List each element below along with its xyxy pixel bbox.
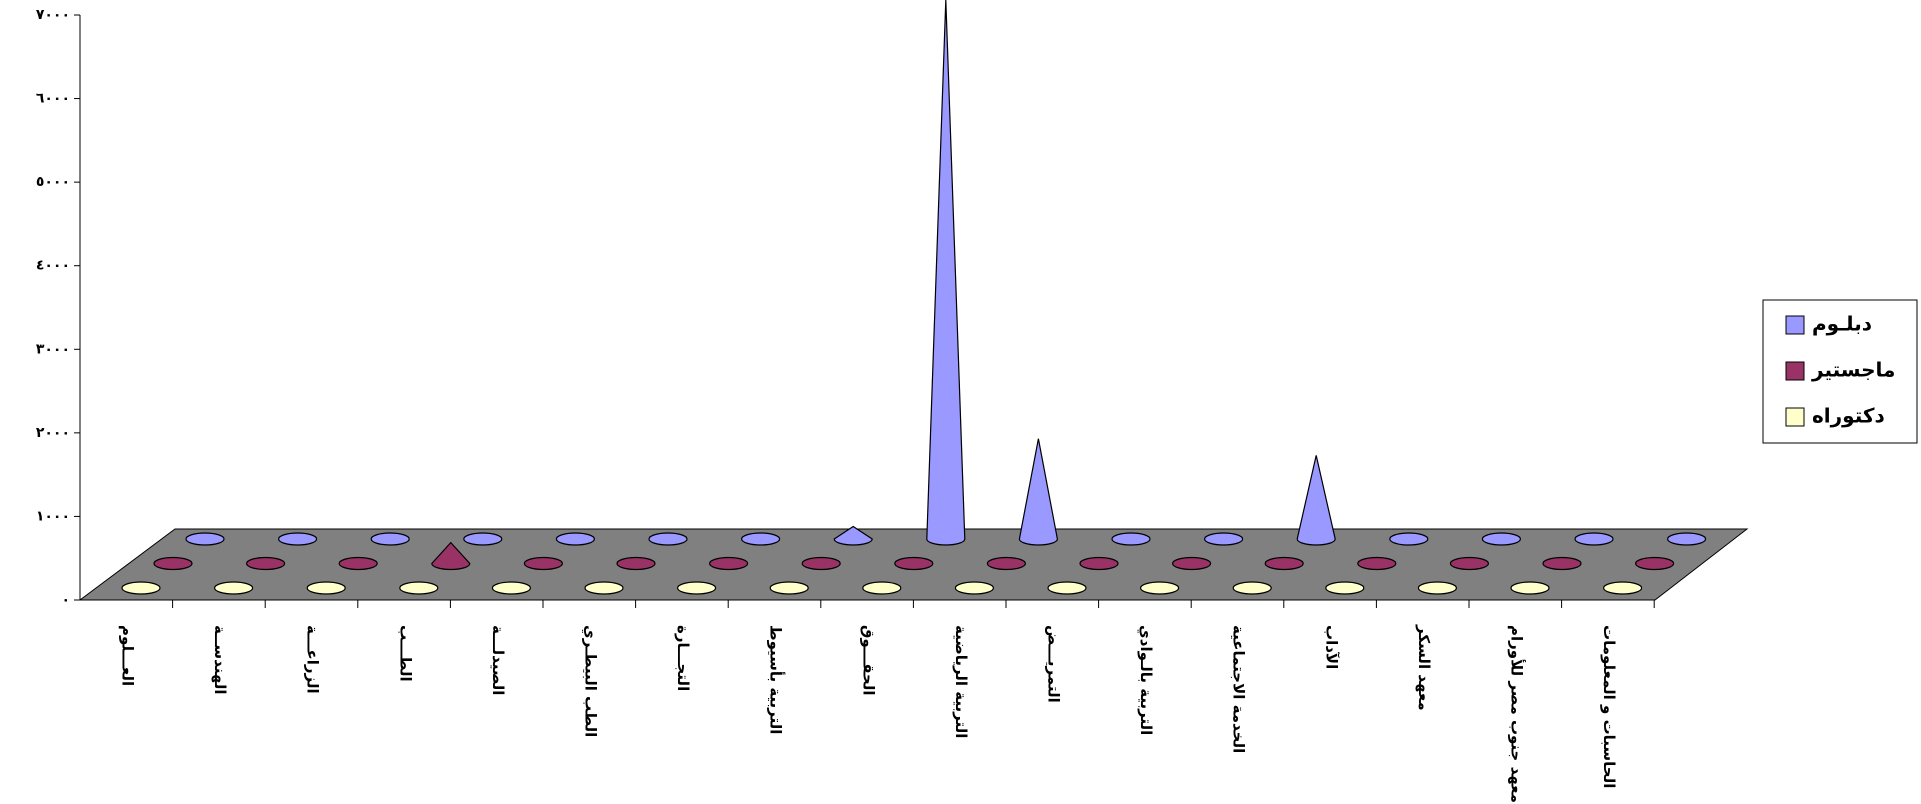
x-tick-label: التربية بالـوادي (1136, 625, 1155, 735)
y-tick-label: ٣٠٠٠ (36, 341, 70, 357)
cone (1602, 581, 1643, 595)
x-tick-label: التربية بأسيوط (767, 625, 786, 734)
cone (185, 532, 225, 546)
cone (1542, 556, 1582, 571)
x-tick-label: التمريـــض (1045, 625, 1063, 703)
y-tick-label: ٠ (61, 592, 70, 608)
y-tick-label: ٧٠٠٠ (36, 7, 70, 23)
cone (894, 556, 934, 571)
x-tick-label: الخدمة الاجتماعية (1230, 625, 1248, 753)
x-tick-label: الحاسبات و المعلومات (1600, 625, 1618, 788)
cone (954, 581, 995, 595)
cone (1139, 581, 1180, 595)
y-tick-label: ٦٠٠٠ (36, 91, 70, 107)
cone (1357, 556, 1397, 571)
cone (306, 581, 346, 595)
cone (1232, 581, 1272, 595)
cone (278, 532, 318, 546)
x-tick-label: الزراعـــة (304, 625, 322, 694)
cone (431, 541, 471, 571)
cone (1264, 556, 1304, 571)
cone (1079, 556, 1119, 571)
legend-swatch (1785, 315, 1805, 335)
legend-label: ماجستير (1811, 358, 1895, 382)
cone (246, 556, 286, 571)
cone (1574, 532, 1614, 546)
legend-label: دكتوراه (1812, 404, 1885, 428)
cone (491, 581, 531, 595)
cone (1018, 438, 1059, 546)
cone (555, 532, 596, 546)
cone (121, 581, 161, 595)
cone (801, 556, 841, 571)
x-tick-label: التجـــارة (674, 625, 692, 691)
cone (523, 556, 564, 571)
cone (399, 581, 439, 595)
y-tick-label: ٤٠٠٠ (36, 258, 70, 274)
cone (1389, 532, 1429, 546)
cone (648, 532, 688, 546)
cone (1449, 556, 1490, 571)
cone (1171, 556, 1212, 571)
legend-label: دبلـوم (1812, 312, 1872, 336)
cone (926, 0, 966, 546)
cone (584, 581, 624, 595)
cone (1510, 581, 1550, 595)
cone (1047, 581, 1087, 595)
cone (1111, 532, 1151, 546)
cone (370, 532, 410, 546)
cone (214, 581, 254, 595)
x-tick-label: الصيدلـــة (489, 625, 507, 695)
cone (740, 532, 781, 546)
legend-swatch (1785, 407, 1805, 427)
cone (1634, 556, 1675, 571)
y-tick-label: ٢٠٠٠ (36, 425, 70, 441)
x-tick-label: الطـــب (396, 625, 414, 682)
x-tick-label: العـــلوم (119, 625, 137, 686)
x-tick-label: معهد جنوب مصر للأورام (1508, 625, 1526, 803)
cone (862, 581, 902, 595)
cone (676, 581, 717, 595)
cone (708, 556, 749, 571)
cone (1666, 532, 1707, 546)
x-tick-label: التربية الرياضية (952, 625, 970, 738)
x-tick-label: الحقـــوق (859, 625, 877, 696)
cone (1417, 581, 1458, 595)
cone (153, 556, 193, 571)
cone (463, 532, 503, 546)
cone (769, 581, 809, 595)
x-tick-label: الآداب (1322, 625, 1340, 669)
cone (833, 525, 873, 546)
cone (1481, 532, 1522, 546)
y-tick-label: ٥٠٠٠ (36, 174, 70, 190)
x-tick-label: الطب البيطـري (581, 625, 600, 737)
cone (1203, 532, 1244, 546)
legend-swatch (1785, 361, 1805, 381)
cone (338, 556, 378, 571)
y-tick-label: ١٠٠٠ (36, 508, 70, 524)
cone (986, 556, 1027, 571)
x-tick-label: معهد السكر (1415, 624, 1433, 711)
cone (1296, 455, 1336, 546)
x-tick-label: الهندســة (211, 625, 229, 695)
cone (1325, 581, 1365, 595)
cone (616, 556, 656, 571)
